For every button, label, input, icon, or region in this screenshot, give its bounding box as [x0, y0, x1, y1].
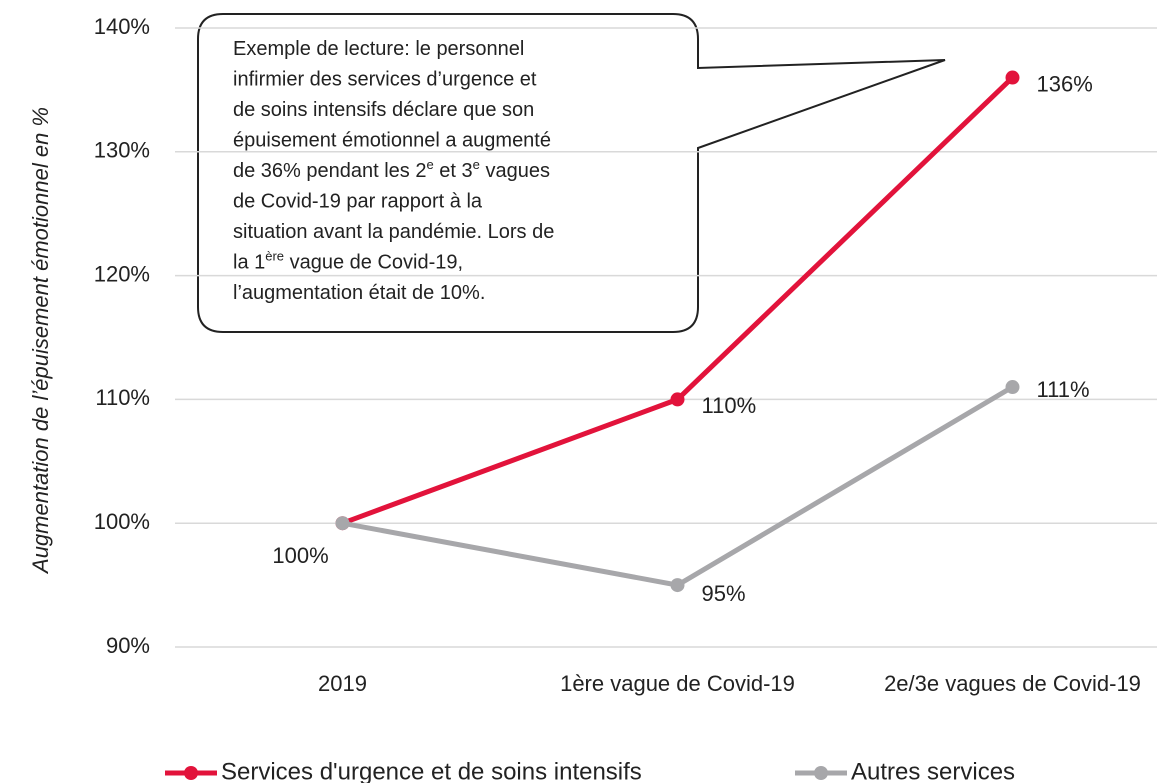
y-tick-label: 100%: [94, 509, 150, 534]
data-label: 136%: [1037, 71, 1093, 96]
y-tick-label: 130%: [94, 138, 150, 163]
annotation-text: infirmier des services d’urgence et: [233, 69, 537, 91]
annotation-text: situation avant la pandémie. Lors de: [233, 221, 554, 243]
annotation-text: vague de Covid-19,: [284, 252, 463, 274]
superscript: e: [427, 157, 434, 172]
annotation-text: vagues: [480, 160, 550, 182]
callout: Exemple de lecture: le personnel infirmie…: [197, 13, 946, 333]
x-tick-label: 2e/3e vagues de Covid-19: [884, 671, 1141, 696]
point: [670, 578, 685, 593]
data-label: 100%: [272, 543, 328, 568]
point: [1005, 380, 1020, 395]
data-label: 95%: [702, 581, 746, 606]
annotation-line: de Covid-19 par rapport à la: [233, 191, 483, 213]
x-tick-label: 1ère vague de Covid-19: [560, 671, 795, 696]
y-tick-label: 90%: [106, 633, 150, 658]
x-tick-label: 2019: [318, 671, 367, 696]
point: [670, 392, 685, 407]
annotation-text: épuisement émotionnel a augmenté: [233, 130, 551, 152]
y-tick-label: 140%: [94, 14, 150, 39]
annotation-text: de Covid-19 par rapport à la: [233, 191, 483, 213]
data-label: 111%: [1037, 377, 1090, 402]
annotation-text: et 3: [434, 160, 473, 182]
legend-marker: [814, 766, 828, 780]
annotation-line: infirmier des services d’urgence et: [233, 69, 537, 91]
legend-marker: [184, 766, 198, 780]
legend-label: Services d'urgence et de soins intensifs: [221, 758, 642, 783]
annotation-line: épuisement émotionnel a augmenté: [233, 130, 551, 152]
annotation-text: de soins intensifs déclare que son: [233, 99, 534, 121]
data-label: 110%: [702, 393, 757, 418]
annotation-text: l’augmentation était de 10%.: [233, 282, 485, 304]
y-axis-label: Augmentation de l’épuisement émotionnel …: [28, 107, 53, 575]
legend-label: Autres services: [851, 758, 1015, 783]
y-tick-label: 120%: [94, 261, 150, 286]
annotation-text: la 1: [233, 252, 265, 274]
annotation-line: la 1ère vague de Covid-19,: [233, 249, 463, 274]
annotation-line: de 36% pendant les 2e et 3e vagues: [233, 157, 550, 182]
annotation-text: Exemple de lecture: le personnel: [233, 38, 524, 60]
annotation-text: de 36% pendant les 2: [233, 160, 427, 182]
superscript: e: [473, 157, 480, 172]
annotation-line: de soins intensifs déclare que son: [233, 99, 534, 121]
annotation-line: situation avant la pandémie. Lors de: [233, 221, 554, 243]
annotation-line: Exemple de lecture: le personnel: [233, 38, 524, 60]
annotation-line: l’augmentation était de 10%.: [233, 282, 485, 304]
y-tick-label: 110%: [95, 385, 150, 410]
point: [335, 516, 350, 531]
superscript: ère: [265, 249, 284, 264]
point: [1005, 70, 1020, 85]
